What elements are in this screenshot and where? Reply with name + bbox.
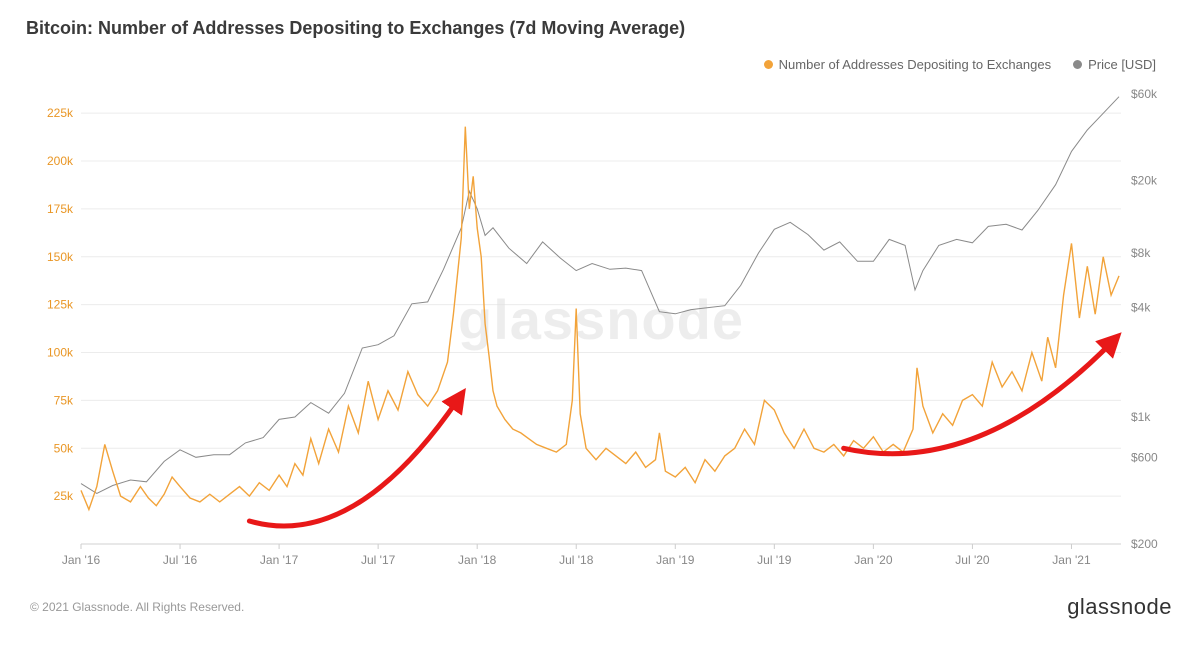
- y-right-tick-label: $20k: [1131, 174, 1158, 188]
- y-left-tick-label: 50k: [54, 441, 74, 455]
- x-tick-label: Jul '19: [757, 553, 792, 567]
- y-right-tick-label: $60k: [1131, 87, 1158, 101]
- y-left-tick-label: 100k: [47, 346, 74, 360]
- y-left-tick-label: 225k: [47, 106, 74, 120]
- legend-label-price: Price [USD]: [1088, 57, 1156, 72]
- y-right-tick-label: $200: [1131, 537, 1158, 551]
- y-left-tick-label: 175k: [47, 202, 74, 216]
- x-tick-label: Jul '20: [955, 553, 990, 567]
- legend-label-addresses: Number of Addresses Depositing to Exchan…: [779, 57, 1051, 72]
- y-left-tick-label: 25k: [54, 489, 74, 503]
- brand-logo-text: glassnode: [1067, 594, 1172, 620]
- chart-svg: 25k 50k 75k 100k 125k 150k 175k 200k 225k $200 $60…: [26, 84, 1176, 584]
- x-tick-label: Jan '20: [854, 553, 893, 567]
- watermark-text: glassnode: [458, 288, 744, 351]
- legend-dot-addresses: [764, 60, 773, 69]
- legend: Number of Addresses Depositing to Exchan…: [26, 57, 1176, 72]
- y-left-tick-label: 150k: [47, 250, 74, 264]
- chart-title: Bitcoin: Number of Addresses Depositing …: [26, 18, 1176, 39]
- y-right-tick-label: $1k: [1131, 410, 1151, 424]
- legend-item-addresses: Number of Addresses Depositing to Exchan…: [764, 57, 1051, 72]
- x-tick-label: Jan '19: [656, 553, 695, 567]
- x-tick-label: Jan '18: [458, 553, 497, 567]
- legend-dot-price: [1073, 60, 1082, 69]
- x-tick-label: Jul '17: [361, 553, 396, 567]
- copyright-text: © 2021 Glassnode. All Rights Reserved.: [30, 600, 244, 614]
- legend-item-price: Price [USD]: [1073, 57, 1156, 72]
- y-left-tick-label: 200k: [47, 154, 74, 168]
- y-left-tick-label: 75k: [54, 393, 74, 407]
- x-tick-label: Jan '16: [62, 553, 101, 567]
- chart-area: 25k 50k 75k 100k 125k 150k 175k 200k 225k $200 $60…: [26, 84, 1176, 584]
- x-tick-label: Jan '17: [260, 553, 299, 567]
- y-right-tick-label: $600: [1131, 450, 1158, 464]
- y-right-tick-label: $8k: [1131, 246, 1151, 260]
- x-tick-label: Jan '21: [1052, 553, 1091, 567]
- x-tick-label: Jul '16: [163, 553, 198, 567]
- y-left-tick-label: 125k: [47, 298, 74, 312]
- x-tick-label: Jul '18: [559, 553, 594, 567]
- y-right-tick-label: $4k: [1131, 301, 1151, 315]
- annotation-arrow-2: [844, 343, 1111, 454]
